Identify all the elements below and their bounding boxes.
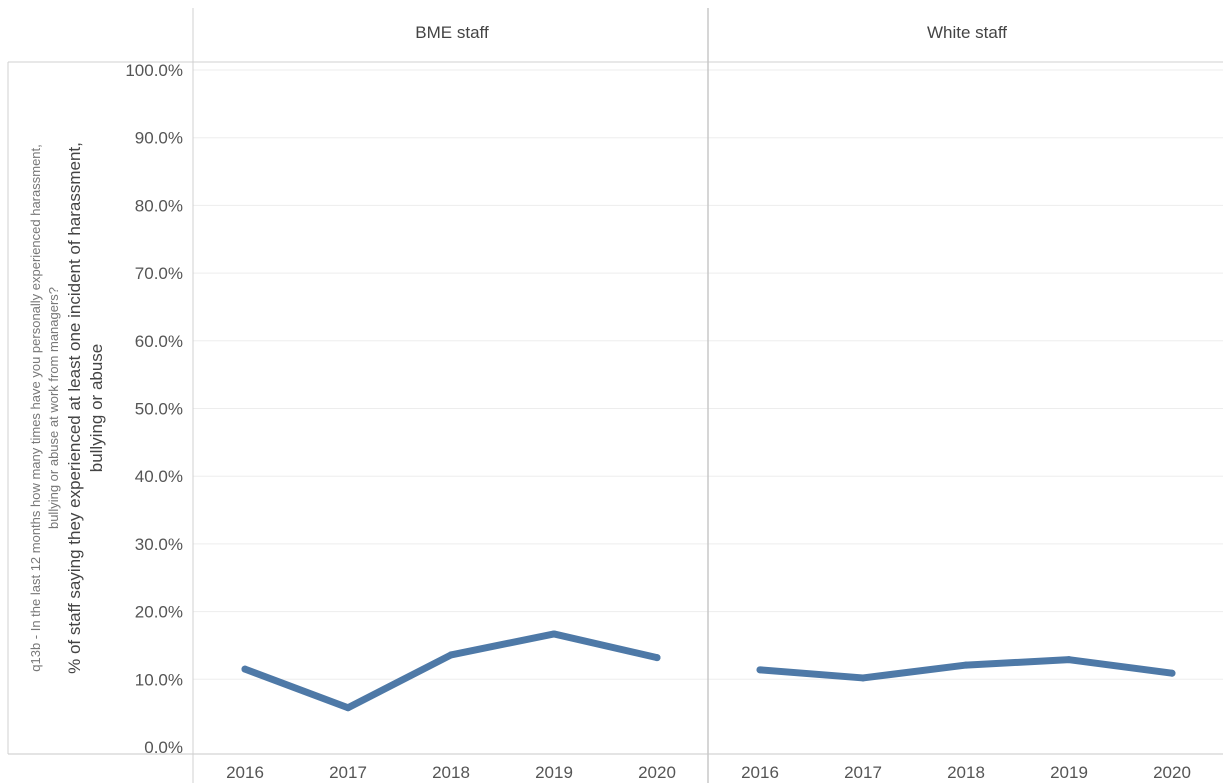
data-point[interactable]: 2018: 13.6% — [447, 651, 455, 659]
y-tick-label: 80.0% — [135, 196, 183, 215]
panel-title-bme: BME staff — [415, 23, 489, 42]
x-tick-label: 2016 — [741, 763, 779, 782]
y-tick-label: 10.0% — [135, 670, 183, 689]
x-tick-label: 2018 — [947, 763, 985, 782]
chart-frame — [7, 8, 1223, 783]
y-tick-label: 70.0% — [135, 264, 183, 283]
data-point[interactable]: 2019: 16.7% — [550, 630, 558, 638]
y-axis-outer-label-line1: q13b - In the last 12 months how many ti… — [28, 144, 43, 672]
x-axis-ticks: 2016 2017 2018 2019 2020 2016 2017 2018 2019 2020 — [226, 763, 1191, 782]
x-tick-label: 2018 — [432, 763, 470, 782]
x-tick-label: 2017 — [844, 763, 882, 782]
y-tick-label: 50.0% — [135, 400, 183, 419]
data-point[interactable]: 2020: 13.2% — [653, 654, 661, 662]
y-tick-label: 60.0% — [135, 332, 183, 351]
y-axis-title-line2: bullying or abuse — [87, 344, 106, 473]
data-point[interactable]: 2017: 5.8% — [344, 704, 352, 712]
data-point[interactable]: 2019: 12.9% — [1065, 656, 1073, 664]
y-tick-label: 90.0% — [135, 129, 183, 148]
data-point[interactable]: 2018: 12.1% — [962, 661, 970, 669]
y-tick-label: 20.0% — [135, 603, 183, 622]
x-tick-label: 2017 — [329, 763, 367, 782]
y-axis-outer-label-line2: bullying or abuse at work from managers? — [46, 287, 61, 529]
data-point[interactable]: 2016: 11.4% — [756, 666, 764, 674]
x-tick-label: 2020 — [1153, 763, 1191, 782]
x-tick-label: 2020 — [638, 763, 676, 782]
data-point[interactable]: 2020: 10.9% — [1168, 669, 1176, 677]
x-tick-label: 2019 — [535, 763, 573, 782]
series-line-bme — [241, 630, 661, 712]
x-tick-label: 2019 — [1050, 763, 1088, 782]
y-axis-ticks: 0.0% 10.0% 20.0% 30.0% 40.0% 50.0% 60.0% 70.0% 8… — [125, 61, 183, 757]
y-tick-label: 100.0% — [125, 61, 183, 80]
panel-title-white: White staff — [927, 23, 1007, 42]
y-tick-label: 0.0% — [144, 738, 183, 757]
y-tick-label: 30.0% — [135, 535, 183, 554]
data-point[interactable]: 2017: 10.2% — [859, 674, 867, 682]
series: 2016: 11.5% 2017: 5.8% 2018: 13.6% 2019: 16… — [241, 630, 1176, 712]
data-point[interactable]: 2016: 11.5% — [241, 665, 249, 673]
y-tick-label: 40.0% — [135, 467, 183, 486]
y-axis-title-line1: % of staff saying they experienced at le… — [65, 142, 84, 674]
x-tick-label: 2016 — [226, 763, 264, 782]
